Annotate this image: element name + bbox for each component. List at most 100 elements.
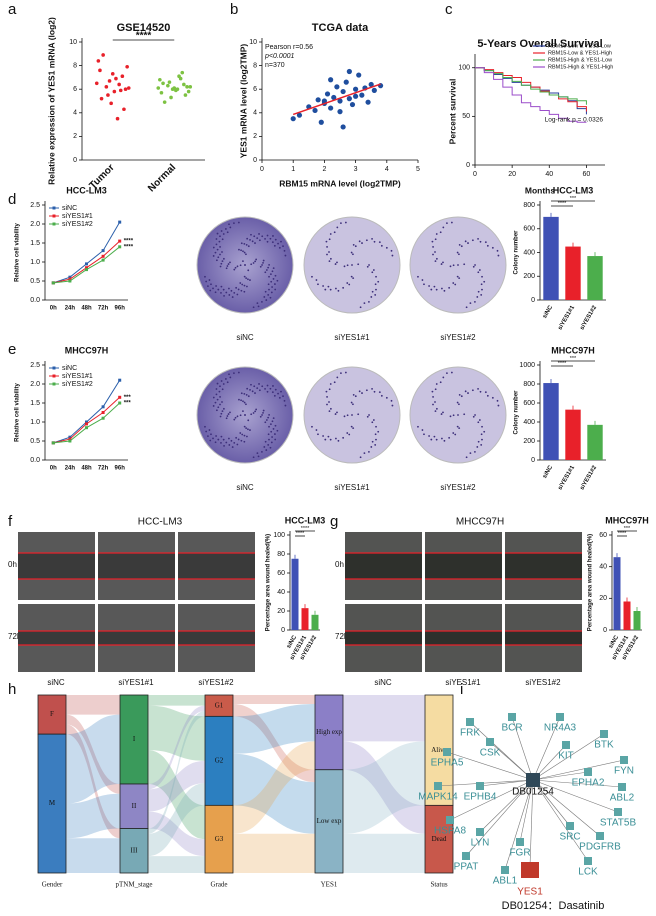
colony xyxy=(370,446,373,448)
colony xyxy=(233,268,236,271)
y-axis-label: Percentage area wound healed(%) xyxy=(266,534,272,631)
chart-title: MHCC97H xyxy=(605,515,649,525)
colony xyxy=(428,285,430,287)
dot xyxy=(110,72,115,76)
x-tick-label: 72h xyxy=(98,306,109,312)
colony xyxy=(375,288,377,291)
colony xyxy=(226,415,229,417)
colony xyxy=(371,290,374,293)
colony xyxy=(348,433,351,436)
colony xyxy=(390,249,393,252)
colony xyxy=(247,428,249,431)
colony xyxy=(448,436,451,439)
colony xyxy=(230,439,233,442)
colony xyxy=(246,435,248,438)
colony xyxy=(272,267,275,270)
colony xyxy=(222,288,225,291)
colony xyxy=(233,441,236,444)
colony xyxy=(477,290,480,293)
marker xyxy=(68,277,72,281)
colony xyxy=(230,289,233,292)
colony xyxy=(216,248,219,251)
colony xyxy=(443,439,446,442)
colony xyxy=(435,407,438,410)
dot xyxy=(188,85,193,89)
colony xyxy=(329,257,332,260)
colony xyxy=(271,436,273,438)
colony xyxy=(377,430,380,433)
colony xyxy=(442,226,445,229)
colony xyxy=(472,265,475,268)
x-tick-label: siYES1#1 xyxy=(557,464,576,491)
colony xyxy=(375,275,377,278)
point xyxy=(343,79,349,85)
cell-layer xyxy=(425,604,502,631)
colony xyxy=(220,435,223,438)
chart-title: TCGA data xyxy=(312,22,369,34)
sankey-node xyxy=(204,804,234,874)
colony xyxy=(421,429,424,431)
colony xyxy=(242,410,244,413)
dot xyxy=(98,68,102,73)
colony xyxy=(374,444,377,446)
dot xyxy=(169,95,173,100)
colony xyxy=(363,452,366,455)
colony xyxy=(256,387,259,390)
bar xyxy=(613,557,621,630)
gene-node xyxy=(466,718,474,726)
gene-node xyxy=(476,828,484,836)
colony xyxy=(215,393,218,396)
sankey-node xyxy=(37,733,67,874)
colony xyxy=(270,291,273,294)
colony xyxy=(268,288,270,291)
marker xyxy=(118,239,122,243)
colony xyxy=(246,285,248,288)
colony xyxy=(236,293,239,296)
target-label: YES1 xyxy=(517,887,543,898)
sankey-node xyxy=(314,694,344,771)
x-tick-label: 0h xyxy=(50,466,57,472)
x-tick-label: 5 xyxy=(416,166,420,173)
x-tick-label: siNC xyxy=(542,464,554,479)
colony xyxy=(271,420,274,423)
x-tick-label: siYES1#2 xyxy=(579,304,598,331)
colony xyxy=(221,388,224,391)
edge xyxy=(532,779,623,788)
bar xyxy=(543,383,559,460)
marker xyxy=(101,411,105,414)
colony xyxy=(265,419,268,421)
point xyxy=(296,112,303,118)
y-tick-label: 6 xyxy=(73,86,77,93)
colony xyxy=(458,277,461,280)
colony xyxy=(390,399,393,402)
colony xyxy=(222,407,225,410)
colony xyxy=(471,389,474,392)
colony xyxy=(327,285,330,288)
colony xyxy=(257,455,260,458)
x-tick-label: 60 xyxy=(583,171,591,178)
bar xyxy=(311,614,319,630)
colony xyxy=(233,418,236,421)
colony xyxy=(417,425,419,428)
colony xyxy=(217,406,220,409)
colony xyxy=(274,274,277,277)
gene-node xyxy=(614,808,622,816)
colony xyxy=(340,372,342,375)
legend-label: siNC xyxy=(62,365,77,372)
colony xyxy=(243,243,246,245)
x-tick-label: 96h xyxy=(115,466,126,472)
colony xyxy=(328,260,331,263)
colony xyxy=(326,253,328,256)
colony xyxy=(450,221,453,224)
point xyxy=(334,84,340,90)
colony xyxy=(238,398,240,401)
significance: *** xyxy=(124,395,132,401)
colony xyxy=(352,253,354,256)
colony xyxy=(273,394,276,397)
colony xyxy=(443,289,446,292)
colony xyxy=(478,419,481,421)
colony xyxy=(244,414,246,416)
colony xyxy=(329,407,332,410)
colony xyxy=(343,265,346,268)
dot xyxy=(107,79,112,83)
